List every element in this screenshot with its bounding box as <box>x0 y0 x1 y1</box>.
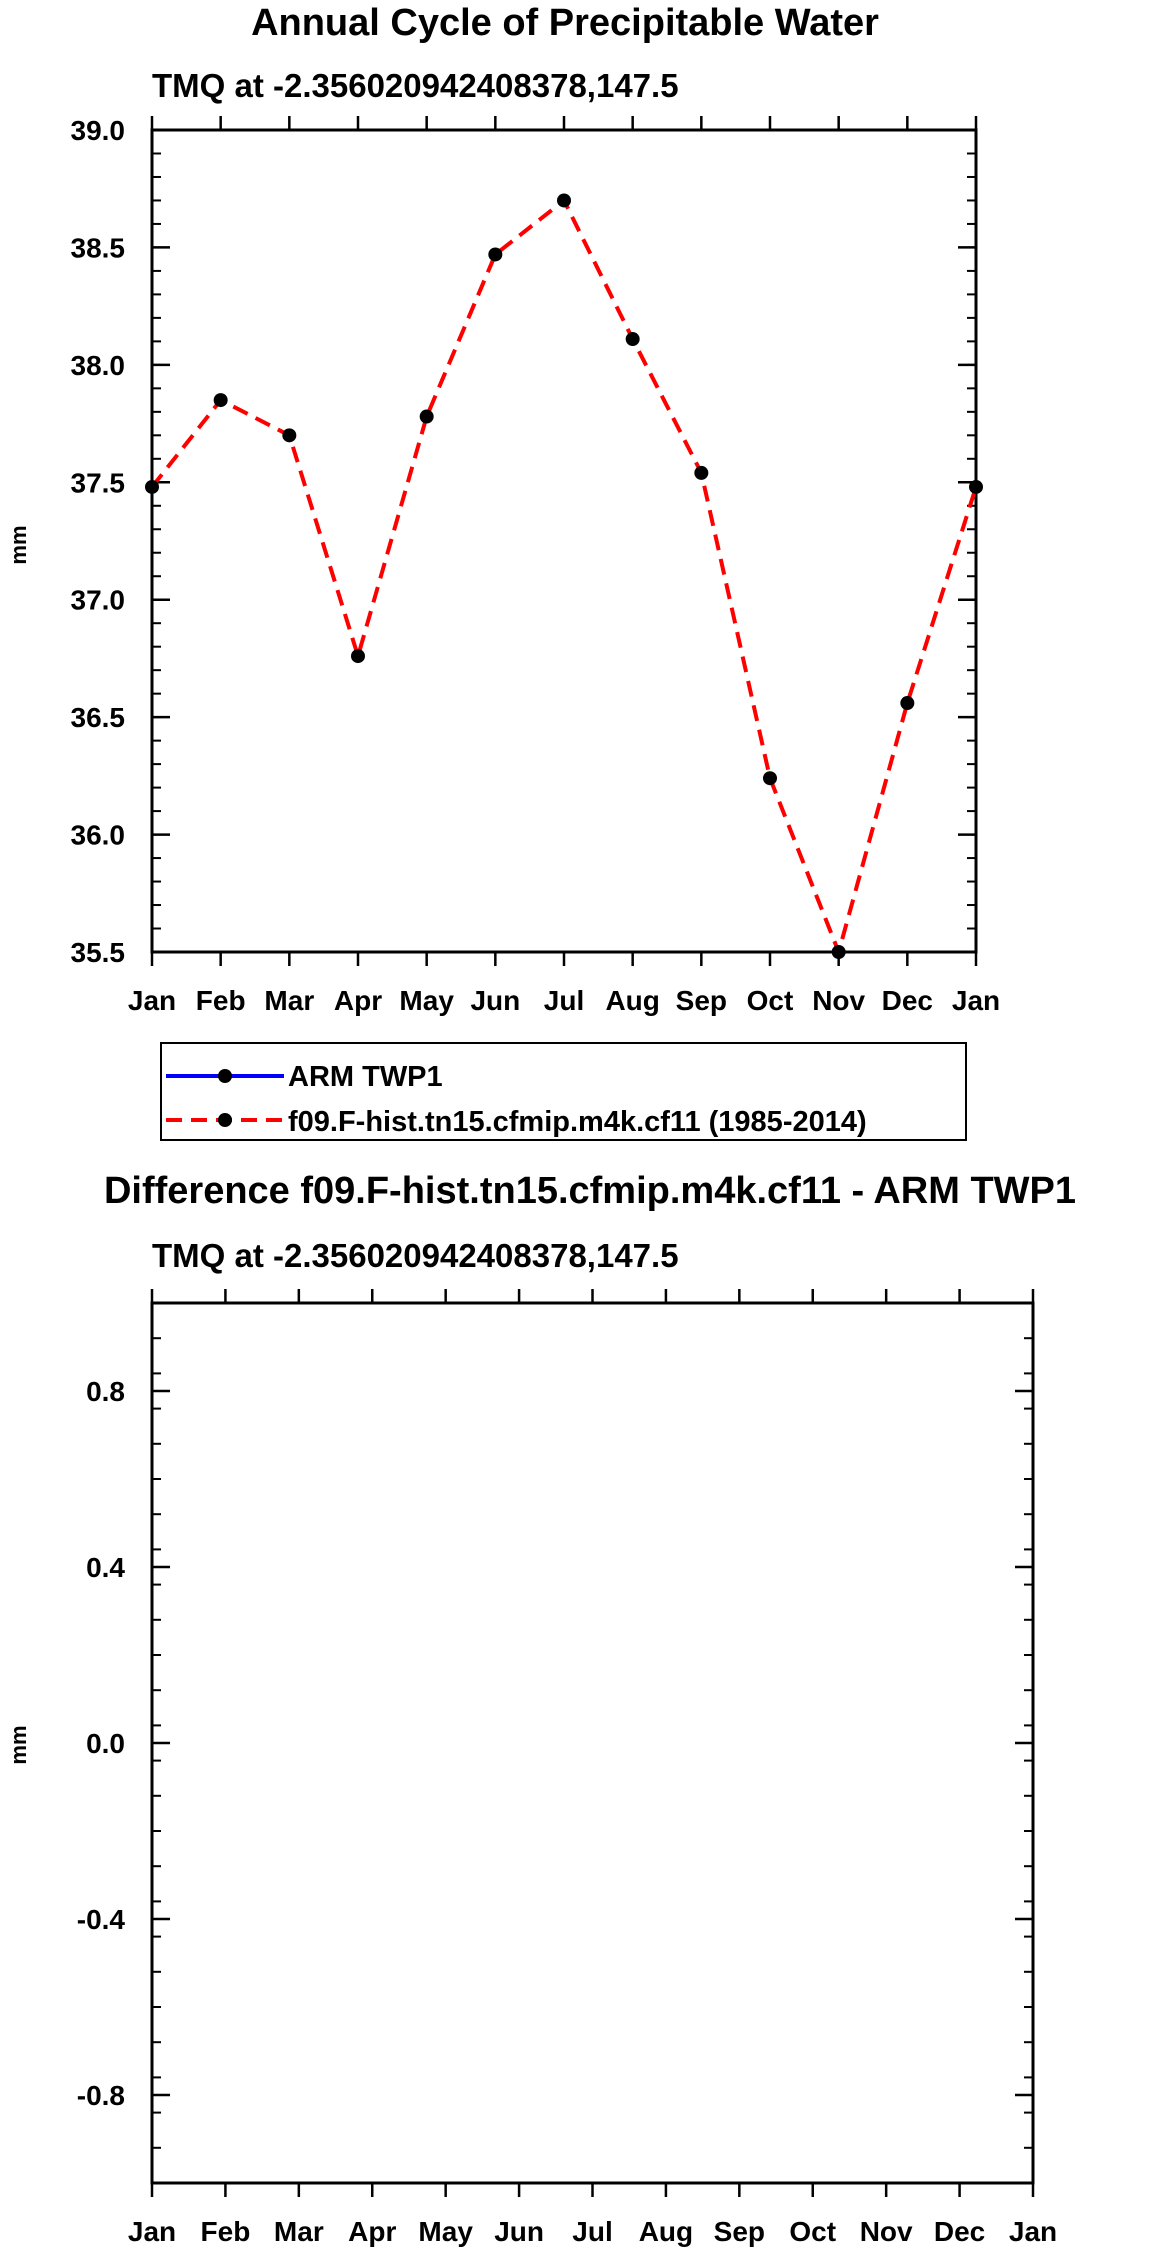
chart2-plot-area: -0.8 -0.4 0.0 0.4 0.8 Jan Feb Mar Apr May Jun Jul Au… <box>77 1289 1057 2247</box>
legend-label-model: f09.F-hist.tn15.cfmip.m4k.cf11 (1985-201… <box>288 1106 867 1138</box>
chart1-x-tick-label: May <box>399 985 454 1016</box>
legend-marker-model <box>218 1113 232 1127</box>
chart1-data-point <box>625 332 640 347</box>
chart1-x-tick-label: Feb <box>196 985 246 1016</box>
chart1-x-tick-label: Jun <box>470 985 520 1016</box>
chart1-data-point <box>763 771 777 786</box>
chart1-x-tick-label: Sep <box>676 985 727 1016</box>
chart1-data-point <box>145 479 159 494</box>
chart2-y-tick-label: 0.8 <box>86 1376 125 1407</box>
legend-box <box>160 1042 967 1141</box>
chart1-data-point <box>282 428 297 443</box>
chart1-y-tick-label: 39.0 <box>71 115 126 146</box>
chart1-data-point <box>557 193 571 208</box>
chart2-x-tick-label: Mar <box>274 2216 324 2247</box>
chart1-y-tick-label: 35.5 <box>71 937 126 968</box>
chart2-title: Difference f09.F-hist.tn15.cfmip.m4k.cf1… <box>104 1170 1076 1212</box>
chart1-x-tick-label: Oct <box>747 985 794 1016</box>
chart1-y-tick-label: 38.5 <box>71 232 126 263</box>
chart2-subtitle: TMQ at -2.356020942408378,147.5 <box>152 1237 679 1274</box>
chart1-data-point <box>213 393 228 408</box>
chart1-y-tick-label: 37.0 <box>71 585 126 616</box>
chart1-series-line-1 <box>150 197 978 959</box>
legend-label-arm-twp1: ARM TWP1 <box>288 1061 443 1093</box>
chart2-x-tick-label: Sep <box>714 2216 765 2247</box>
chart1-data-point <box>900 696 915 711</box>
chart1-x-tick-label: Dec <box>882 985 933 1016</box>
chart1-data-point <box>694 465 709 480</box>
chart1-data-point <box>419 409 434 424</box>
chart2-y-tick-label: 0.4 <box>86 1552 125 1583</box>
chart1-data-point <box>351 649 365 664</box>
chart2-x-tick-label: Jan <box>128 2216 176 2247</box>
chart2-x-tick-label: Jul <box>572 2216 612 2247</box>
chart2-y-axis-label: mm <box>6 1725 31 1764</box>
chart1-y-tick-label: 36.0 <box>71 820 126 851</box>
chart2-plot-frame <box>150 1301 1035 2185</box>
chart1-title: Annual Cycle of Precipitable Water <box>251 2 879 44</box>
chart2-x-tick-label: Jan <box>1009 2216 1057 2247</box>
chart1-y-tick-label: 38.0 <box>71 350 126 381</box>
chart1-x-tick-label: Nov <box>812 985 865 1016</box>
chart1-subtitle: TMQ at -2.356020942408378,147.5 <box>152 67 679 104</box>
chart1-legend: ARM TWP1 f09.F-hist.tn15.cfmip.m4k.cf11 … <box>160 1042 967 1141</box>
chart2-x-tick-label: Oct <box>789 2216 836 2247</box>
chart1-y-tick-label: 37.5 <box>71 467 126 498</box>
chart2-x-tick-label: Dec <box>934 2216 985 2247</box>
chart1-y-tick-label: 36.5 <box>71 702 126 733</box>
chart1-x-tick-label: Jul <box>544 985 584 1016</box>
chart1-data-point <box>488 247 503 262</box>
legend-marker-arm-twp1 <box>218 1069 232 1083</box>
chart2-x-tick-label: Nov <box>860 2216 913 2247</box>
chart2-x-tick-label: Jun <box>494 2216 544 2247</box>
chart1-x-tick-label: Aug <box>605 985 659 1016</box>
chart2-x-tick-label: Feb <box>201 2216 251 2247</box>
chart2-y-tick-label: 0.0 <box>86 1728 125 1759</box>
chart1-data-point <box>831 945 846 959</box>
chart1-x-tick-label: Apr <box>334 985 382 1016</box>
chart2-y-tick-label: -0.4 <box>77 1904 126 1935</box>
chart2-x-tick-label: May <box>418 2216 473 2247</box>
chart2-x-tick-label: Apr <box>348 2216 396 2247</box>
chart1-x-tick-label: Jan <box>128 985 176 1016</box>
chart1-y-axis-label: mm <box>6 525 31 564</box>
chart1-data-point <box>969 479 983 494</box>
chart2-x-tick-label: Aug <box>639 2216 693 2247</box>
chart1-plot-area: 35.5 36.0 36.5 37.0 37.5 38.0 38.5 39.0 Jan Feb Ma… <box>71 115 1001 1016</box>
chart1-x-tick-label: Mar <box>264 985 314 1016</box>
chart1-plot-frame <box>150 128 978 954</box>
chart2-y-tick-label: -0.8 <box>77 2080 125 2111</box>
chart1-x-tick-label: Jan <box>952 985 1000 1016</box>
